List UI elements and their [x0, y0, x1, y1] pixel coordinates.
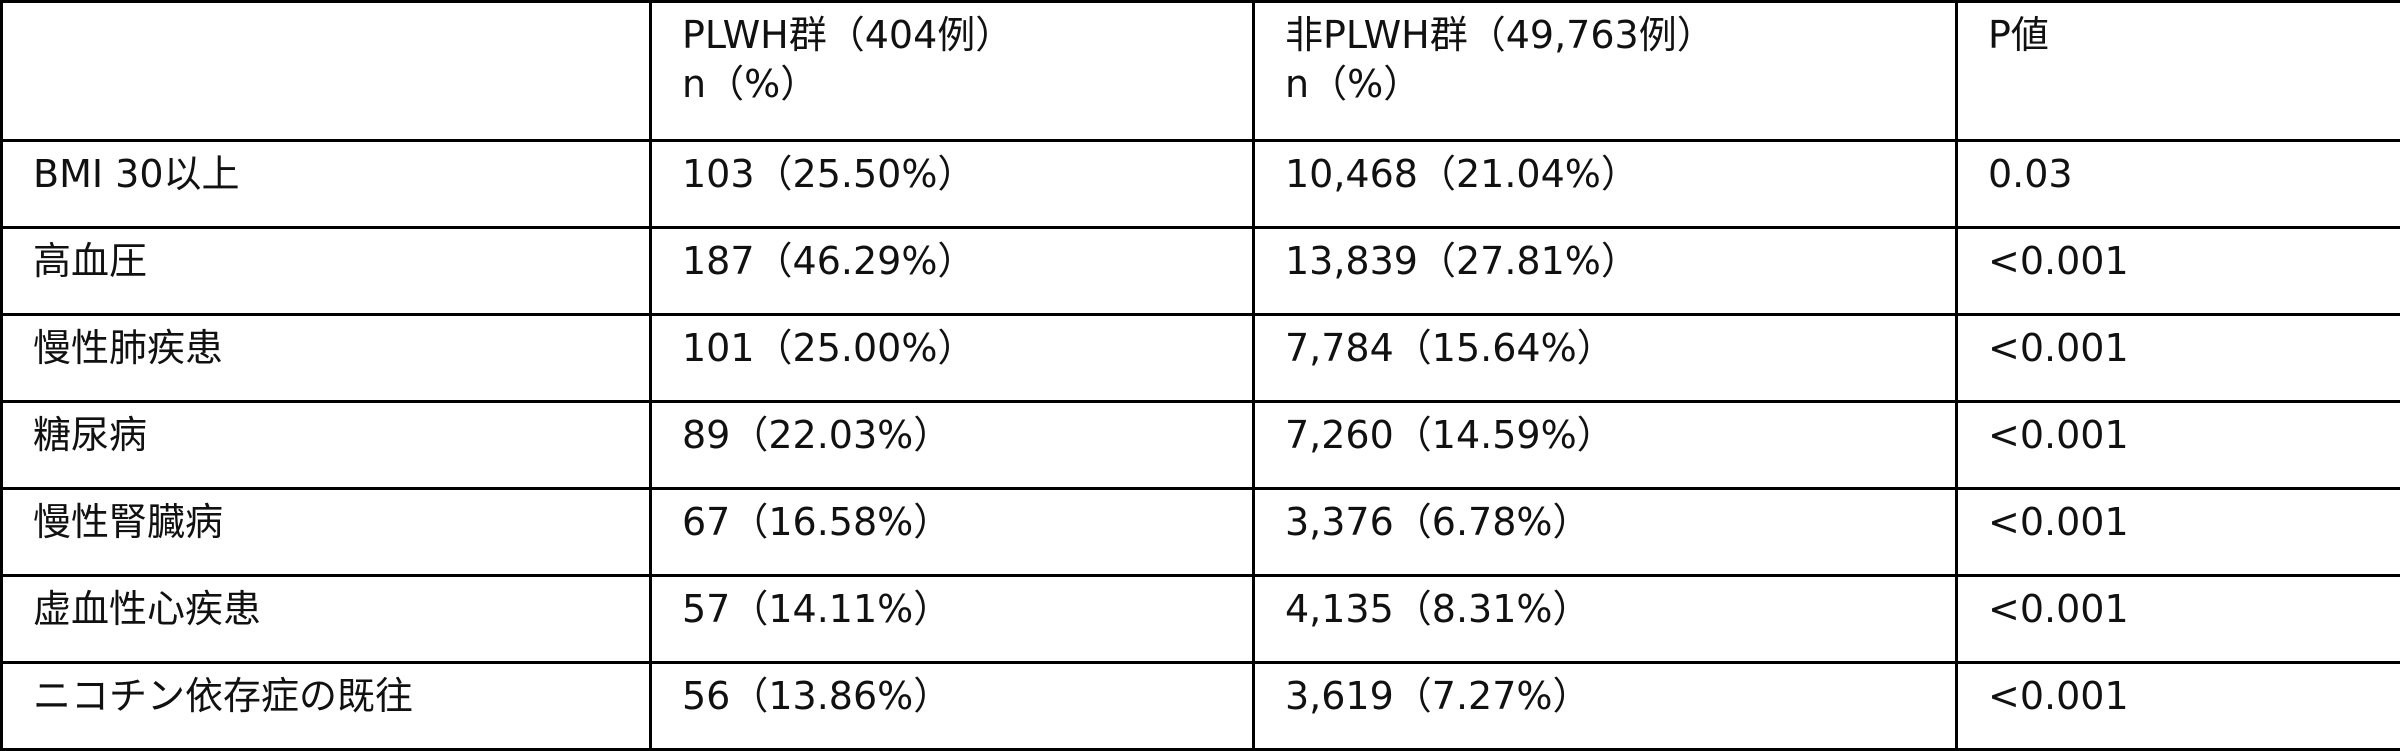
non-plwh-cell: 7,260（14.59%） [1254, 402, 1957, 489]
plwh-cell: 67（16.58%） [651, 489, 1254, 576]
table-row: ニコチン依存症の既往 56（13.86%） 3,619（7.27%） <0.00… [2, 663, 2400, 750]
condition-cell: 慢性肺疾患 [2, 315, 651, 402]
table-row: 虚血性心疾患 57（14.11%） 4,135（8.31%） <0.001 [2, 576, 2400, 663]
p-value-cell: <0.001 [1957, 315, 2400, 402]
header-line-2: n（%） [1285, 60, 1955, 109]
condition-cell: 高血圧 [2, 228, 651, 315]
plwh-cell: 101（25.00%） [651, 315, 1254, 402]
plwh-cell: 57（14.11%） [651, 576, 1254, 663]
non-plwh-cell: 13,839（27.81%） [1254, 228, 1957, 315]
table-row: 高血圧 187（46.29%） 13,839（27.81%） <0.001 [2, 228, 2400, 315]
header-line-1: 非PLWH群（49,763例） [1285, 11, 1955, 60]
p-value-cell: <0.001 [1957, 576, 2400, 663]
p-value-cell: <0.001 [1957, 228, 2400, 315]
plwh-cell: 56（13.86%） [651, 663, 1254, 750]
header-line-1: PLWH群（404例） [682, 11, 1252, 60]
non-plwh-cell: 10,468（21.04%） [1254, 141, 1957, 228]
table-row: 慢性肺疾患 101（25.00%） 7,784（15.64%） <0.001 [2, 315, 2400, 402]
condition-cell: 糖尿病 [2, 402, 651, 489]
condition-cell: BMI 30以上 [2, 141, 651, 228]
table-row: BMI 30以上 103（25.50%） 10,468（21.04%） 0.03 [2, 141, 2400, 228]
table-row: 慢性腎臓病 67（16.58%） 3,376（6.78%） <0.001 [2, 489, 2400, 576]
non-plwh-cell: 7,784（15.64%） [1254, 315, 1957, 402]
header-line-2: n（%） [682, 60, 1252, 109]
table-header: PLWH群（404例） n（%） 非PLWH群（49,763例） n（%） P値 [2, 2, 2400, 141]
plwh-cell: 89（22.03%） [651, 402, 1254, 489]
non-plwh-cell: 3,619（7.27%） [1254, 663, 1957, 750]
plwh-cell: 187（46.29%） [651, 228, 1254, 315]
non-plwh-cell: 3,376（6.78%） [1254, 489, 1957, 576]
plwh-cell: 103（25.50%） [651, 141, 1254, 228]
header-row: PLWH群（404例） n（%） 非PLWH群（49,763例） n（%） P値 [2, 2, 2400, 141]
p-value-cell: <0.001 [1957, 402, 2400, 489]
p-value-cell: 0.03 [1957, 141, 2400, 228]
header-line-1: P値 [1988, 11, 2400, 60]
table-body: BMI 30以上 103（25.50%） 10,468（21.04%） 0.03… [2, 141, 2400, 750]
header-cell-p-value: P値 [1957, 2, 2400, 141]
non-plwh-cell: 4,135（8.31%） [1254, 576, 1957, 663]
condition-cell: ニコチン依存症の既往 [2, 663, 651, 750]
header-cell-non-plwh: 非PLWH群（49,763例） n（%） [1254, 2, 1957, 141]
header-cell-plwh: PLWH群（404例） n（%） [651, 2, 1254, 141]
condition-cell: 慢性腎臓病 [2, 489, 651, 576]
condition-cell: 虚血性心疾患 [2, 576, 651, 663]
table-row: 糖尿病 89（22.03%） 7,260（14.59%） <0.001 [2, 402, 2400, 489]
p-value-cell: <0.001 [1957, 663, 2400, 750]
p-value-cell: <0.001 [1957, 489, 2400, 576]
header-cell-condition [2, 2, 651, 141]
